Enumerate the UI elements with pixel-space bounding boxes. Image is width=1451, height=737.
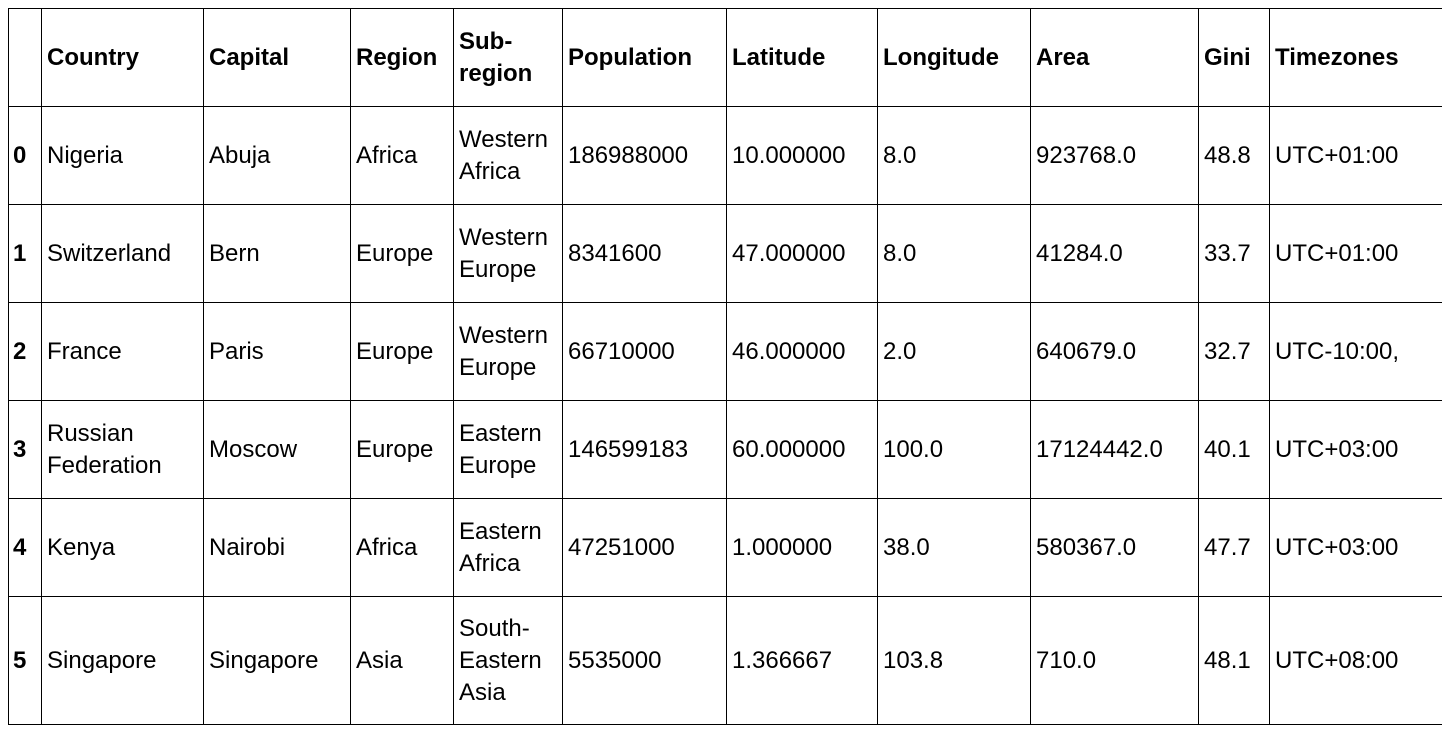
cell-area: 17124442.0	[1030, 400, 1199, 499]
cell-population: 186988000	[562, 106, 727, 205]
cell-region: Africa	[350, 106, 454, 205]
cell-longitude: 8.0	[877, 106, 1031, 205]
row-index: 3	[8, 400, 42, 499]
cell-capital: Bern	[203, 204, 351, 303]
cell-subregion: Western Europe	[453, 302, 563, 401]
cell-gini: 47.7	[1198, 498, 1270, 597]
cell-gini: 40.1	[1198, 400, 1270, 499]
cell-gini: 48.1	[1198, 596, 1270, 725]
header-row: Country Capital Region Sub-region Popula…	[8, 8, 1442, 107]
cell-subregion: Eastern Africa	[453, 498, 563, 597]
header-country: Country	[41, 8, 204, 107]
cell-subregion: Eastern Europe	[453, 400, 563, 499]
cell-population: 146599183	[562, 400, 727, 499]
cell-longitude: 8.0	[877, 204, 1031, 303]
cell-timezones: UTC+08:00	[1269, 596, 1442, 725]
cell-population: 47251000	[562, 498, 727, 597]
cell-capital: Nairobi	[203, 498, 351, 597]
cell-region: Asia	[350, 596, 454, 725]
header-capital: Capital	[203, 8, 351, 107]
header-gini: Gini	[1198, 8, 1270, 107]
row-index: 2	[8, 302, 42, 401]
header-population: Population	[562, 8, 727, 107]
cell-latitude: 1.000000	[726, 498, 878, 597]
cell-region: Africa	[350, 498, 454, 597]
cell-country: Singapore	[41, 596, 204, 725]
table-row: 4 Kenya Nairobi Africa Eastern Africa 47…	[8, 498, 1442, 597]
cell-latitude: 46.000000	[726, 302, 878, 401]
cell-area: 640679.0	[1030, 302, 1199, 401]
header-region: Region	[350, 8, 454, 107]
cell-capital: Moscow	[203, 400, 351, 499]
table-row: 5 Singapore Singapore Asia South-Eastern…	[8, 596, 1442, 725]
cell-latitude: 1.366667	[726, 596, 878, 725]
dataframe-table: Country Capital Region Sub-region Popula…	[8, 8, 1442, 725]
cell-gini: 32.7	[1198, 302, 1270, 401]
cell-timezones: UTC+01:00	[1269, 204, 1442, 303]
cell-timezones: UTC+03:00	[1269, 400, 1442, 499]
cell-latitude: 10.000000	[726, 106, 878, 205]
cell-timezones: UTC-10:00,	[1269, 302, 1442, 401]
cell-population: 5535000	[562, 596, 727, 725]
row-index: 0	[8, 106, 42, 205]
header-latitude: Latitude	[726, 8, 878, 107]
cell-gini: 33.7	[1198, 204, 1270, 303]
cell-timezones: UTC+01:00	[1269, 106, 1442, 205]
cell-longitude: 38.0	[877, 498, 1031, 597]
cell-subregion: Western Africa	[453, 106, 563, 205]
cell-longitude: 2.0	[877, 302, 1031, 401]
row-index: 1	[8, 204, 42, 303]
cell-gini: 48.8	[1198, 106, 1270, 205]
header-timezones: Timezones	[1269, 8, 1442, 107]
cell-capital: Singapore	[203, 596, 351, 725]
cell-country: Kenya	[41, 498, 204, 597]
cell-capital: Abuja	[203, 106, 351, 205]
cell-subregion: South-Eastern Asia	[453, 596, 563, 725]
cell-population: 8341600	[562, 204, 727, 303]
cell-capital: Paris	[203, 302, 351, 401]
cell-country: Switzerland	[41, 204, 204, 303]
cell-latitude: 60.000000	[726, 400, 878, 499]
cell-region: Europe	[350, 302, 454, 401]
cell-area: 41284.0	[1030, 204, 1199, 303]
header-index	[8, 8, 42, 107]
header-area: Area	[1030, 8, 1199, 107]
cell-region: Europe	[350, 204, 454, 303]
cell-timezones: UTC+03:00	[1269, 498, 1442, 597]
header-subregion: Sub-region	[453, 8, 563, 107]
cell-region: Europe	[350, 400, 454, 499]
row-index: 4	[8, 498, 42, 597]
cell-longitude: 103.8	[877, 596, 1031, 725]
cell-longitude: 100.0	[877, 400, 1031, 499]
table-row: 3 Russian Federation Moscow Europe Easte…	[8, 400, 1442, 499]
table-row: 0 Nigeria Abuja Africa Western Africa 18…	[8, 106, 1442, 205]
header-longitude: Longitude	[877, 8, 1031, 107]
table-row: 2 France Paris Europe Western Europe 667…	[8, 302, 1442, 401]
cell-area: 710.0	[1030, 596, 1199, 725]
cell-population: 66710000	[562, 302, 727, 401]
cell-country: France	[41, 302, 204, 401]
cell-subregion: Western Europe	[453, 204, 563, 303]
table-row: 1 Switzerland Bern Europe Western Europe…	[8, 204, 1442, 303]
cell-area: 580367.0	[1030, 498, 1199, 597]
row-index: 5	[8, 596, 42, 725]
cell-country: Russian Federation	[41, 400, 204, 499]
cell-country: Nigeria	[41, 106, 204, 205]
cell-area: 923768.0	[1030, 106, 1199, 205]
dataframe-table-container: Country Capital Region Sub-region Popula…	[8, 8, 1442, 730]
cell-latitude: 47.000000	[726, 204, 878, 303]
